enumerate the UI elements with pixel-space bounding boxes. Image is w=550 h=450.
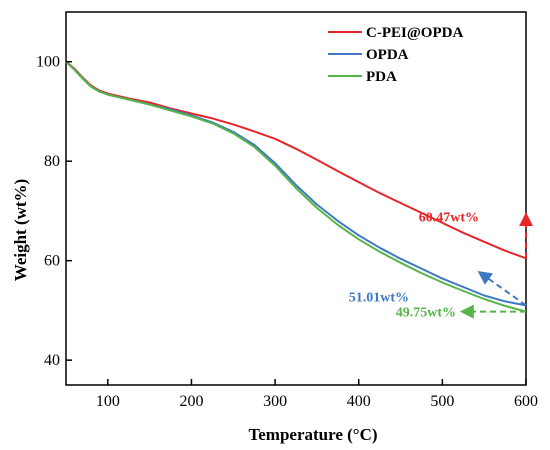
y-tick-label-0: 40 [44,352,60,369]
legend: C-PEI@OPDA OPDA PDA [328,25,463,85]
series-layer [65,60,527,313]
annotation-layer: 60.47wt% 51.01wt%49.75wt% [349,210,533,321]
x-tick-label-2: 300 [263,393,287,410]
plot-frame [65,11,527,386]
x-tick-label-0: 100 [96,393,120,410]
x-tick-label-5: 600 [514,393,538,410]
legend-label-0: C-PEI@OPDA [366,25,463,41]
series-line-1 [65,60,527,307]
plot-area [65,11,527,386]
y-tick-label-1: 60 [44,253,60,270]
annotation-label-0: 60.47wt% [419,210,479,225]
y-tick-label-2: 80 [44,153,60,170]
legend-label-2: PDA [366,69,397,85]
x-axis-title: Temperature (°C) [248,425,377,444]
x-tick-label-3: 400 [347,393,371,410]
series-line-2 [65,60,527,313]
x-tick-label-4: 500 [430,393,454,410]
series-line-0 [65,60,527,260]
y-tick-label-3: 100 [36,54,60,71]
legend-label-1: OPDA [366,47,409,63]
x-tick-label-1: 200 [179,393,203,410]
annotation-label-1: 51.01wt% [349,290,409,305]
y-axis-title: Weight (wt%) [11,179,30,281]
axes-layer: 100 200 300 400 500 600 40 60 80 100 [36,54,538,410]
annotation-label-2: 49.75wt% [396,306,456,321]
